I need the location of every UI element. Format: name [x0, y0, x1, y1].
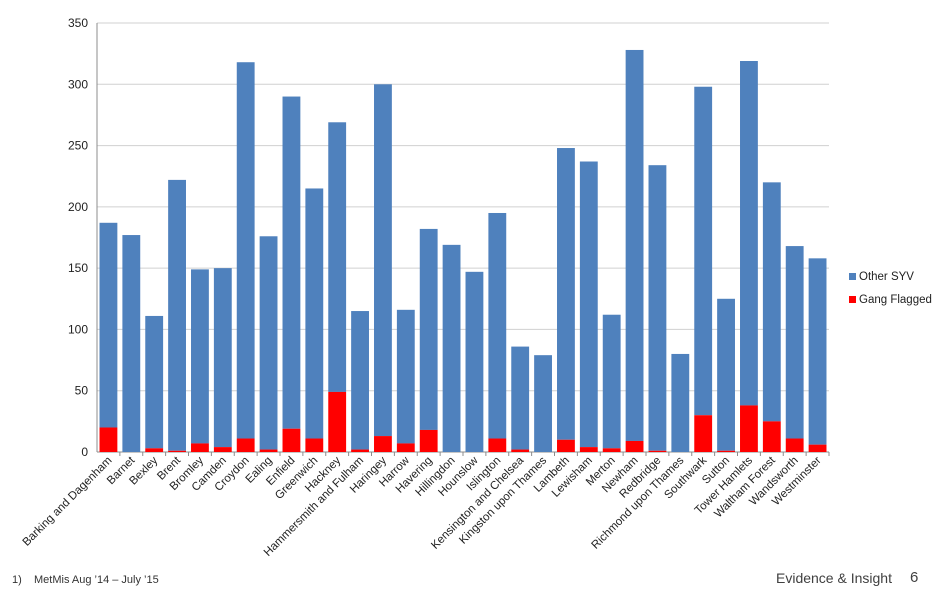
bar-gang-flagged [488, 438, 507, 452]
bar-gang-flagged [396, 443, 415, 452]
legend-swatch [849, 273, 856, 280]
y-tick-label: 100 [68, 322, 88, 336]
bar-gang-flagged [213, 447, 232, 452]
bar-other-syv [374, 84, 392, 437]
bar-other-syv [808, 258, 827, 445]
legend-swatch [849, 296, 856, 303]
bar-other-syv [762, 182, 781, 422]
bar-gang-flagged [648, 450, 667, 452]
bar-other-syv [191, 269, 209, 444]
bar-other-syv [351, 311, 369, 450]
bar-other-syv [259, 236, 278, 450]
bar-gang-flagged [419, 429, 438, 452]
bar-other-syv [99, 222, 118, 428]
bar-other-syv [694, 86, 713, 416]
bar-gang-flagged [282, 428, 301, 452]
footnote-text: MetMis Aug ’14 – July ’15 [34, 574, 159, 586]
bar-gang-flagged [328, 391, 347, 452]
y-tick-label: 350 [68, 16, 88, 30]
bar-other-syv [557, 148, 575, 440]
bar-gang-flagged [236, 438, 255, 452]
legend-label: Gang Flagged [859, 294, 932, 306]
bar-other-syv [328, 122, 347, 392]
bar-other-syv [534, 355, 552, 452]
legend-label: Other SYV [859, 271, 914, 283]
bar-gang-flagged [511, 449, 530, 452]
stacked-bar-chart: 0 50 100 150 200 250 300 350 Barking and Dagenha… [21, 16, 932, 559]
bar-other-syv [625, 49, 644, 441]
bar-gang-flagged [99, 427, 118, 452]
bar-gang-flagged [145, 448, 164, 452]
bar-gang-flagged [305, 438, 324, 452]
bar-other-syv [785, 246, 804, 439]
bar-gang-flagged [259, 449, 278, 452]
bar-gang-flagged [602, 448, 621, 452]
bar-gang-flagged [808, 444, 827, 452]
bar-other-syv [122, 235, 141, 452]
bar-gang-flagged [694, 415, 713, 452]
bar-other-syv [168, 179, 186, 451]
y-tick-label: 300 [68, 77, 88, 91]
bar-other-syv [511, 346, 530, 450]
footnote: 1) MetMis Aug ’14 – July ’15 [12, 574, 159, 586]
bar-other-syv [740, 60, 758, 406]
bar-other-syv [488, 212, 507, 439]
bar-other-syv [236, 62, 255, 439]
x-category-label: Barking and Dagenham [21, 455, 115, 549]
bar-other-syv [465, 271, 484, 452]
bar-other-syv [671, 353, 690, 452]
y-tick-label: 150 [68, 261, 88, 275]
bar-other-syv [717, 298, 735, 451]
y-tick-label: 50 [75, 384, 89, 398]
bar-gang-flagged [579, 447, 598, 452]
bar-other-syv [419, 228, 438, 430]
bar-gang-flagged [191, 443, 209, 452]
y-tick-label: 0 [81, 445, 88, 459]
bar-gang-flagged [557, 439, 575, 452]
y-tick-label: 250 [68, 139, 88, 153]
brand-text: Evidence & Insight [776, 570, 892, 586]
bar-gang-flagged [168, 450, 186, 452]
bar-gang-flagged [351, 449, 369, 452]
bar-other-syv [145, 315, 164, 449]
bar-gang-flagged [625, 440, 644, 452]
y-tick-label: 200 [68, 200, 88, 214]
bar-other-syv [602, 314, 621, 449]
bar-other-syv [305, 188, 324, 439]
bar-other-syv [442, 244, 461, 452]
page-number: 6 [910, 569, 919, 586]
bar-other-syv [282, 96, 301, 429]
bar-gang-flagged [785, 438, 804, 452]
bar-other-syv [648, 165, 667, 451]
bar-gang-flagged [374, 436, 392, 452]
bar-gang-flagged [762, 421, 781, 452]
bar-other-syv [213, 268, 232, 448]
bar-gang-flagged [717, 450, 735, 452]
footnote-number: 1) [12, 574, 22, 586]
bar-other-syv [396, 309, 415, 444]
bar-gang-flagged [740, 405, 758, 452]
bar-other-syv [579, 161, 598, 448]
